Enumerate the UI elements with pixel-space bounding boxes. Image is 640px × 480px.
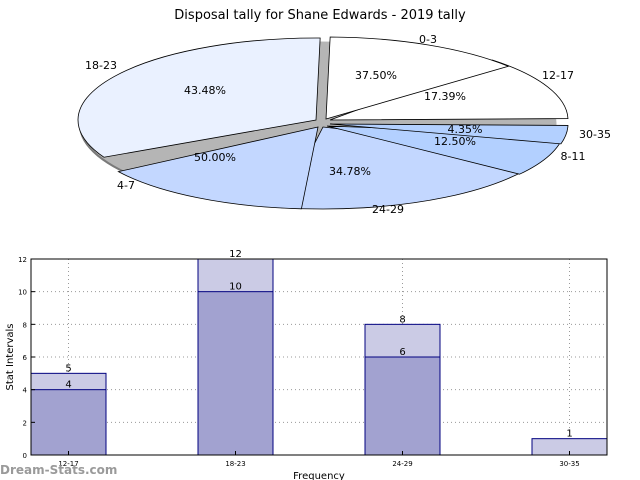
bar-subset: [364, 356, 441, 456]
pie-percent-label: 17.39%: [424, 90, 466, 103]
pie-slice-0-3: [325, 36, 510, 120]
pie-slice-30-35: [329, 123, 569, 145]
bar-value-label: 12: [229, 249, 242, 260]
pie-percent-label: 4.35%: [448, 123, 483, 136]
x-tick-label: 12-17: [58, 460, 78, 468]
chart-title: Disposal tally for Shane Edwards - 2019 …: [174, 8, 466, 23]
bar-inner-value-label: 10: [229, 282, 242, 293]
watermark: Dream-Stats.com: [0, 463, 117, 477]
x-tick-label: 18-23: [225, 460, 245, 468]
bar-inner-value-label: 4: [65, 380, 71, 391]
x-axis-label: Frequency: [293, 471, 345, 480]
y-tick-label: 6: [23, 354, 28, 362]
pie-label: 18-23: [85, 59, 117, 72]
x-tick-label: 24-29: [392, 460, 412, 468]
y-tick-label: 12: [18, 256, 27, 264]
pie-label: 8-11: [561, 150, 586, 163]
x-tick-label: 30-35: [559, 460, 579, 468]
pie-chart: 0-3 37.50% 12-17 17.39% 30-35 4.35% 8-11 12.50%…: [77, 33, 611, 216]
pie-percent-label: 43.48%: [184, 84, 226, 97]
pie-label: 0-3: [419, 33, 437, 46]
pie-percent-label: 37.50%: [355, 69, 397, 82]
y-tick-label: 4: [23, 387, 28, 395]
bar-value-label: 8: [399, 314, 405, 325]
bar-subset: [30, 389, 107, 456]
pie-slice-4-7: [117, 126, 319, 210]
pie-percent-label: 34.78%: [329, 165, 371, 178]
y-tick-label: 8: [23, 321, 27, 329]
bar-value-label: 1: [566, 429, 572, 440]
bar-subset: [197, 291, 274, 456]
pie-slice-18-23: [77, 37, 321, 158]
pie-label: 4-7: [117, 179, 135, 192]
y-tick-label: 10: [18, 289, 27, 297]
pie-label: 12-17: [542, 69, 574, 82]
y-axis-label: Stat Intervals: [5, 323, 16, 390]
bar-inner-value-label: 6: [399, 347, 405, 358]
y-tick-label: 2: [23, 419, 27, 427]
y-tick-label: 0: [23, 452, 27, 460]
pie-percent-label: 12.50%: [434, 135, 476, 148]
pie-label: 30-35: [579, 128, 611, 141]
pie-label: 24-29: [372, 203, 404, 216]
pie-slice-12-17: [329, 59, 569, 121]
pie-percent-label: 50.00%: [194, 151, 236, 164]
bar-value-label: 5: [65, 363, 71, 374]
